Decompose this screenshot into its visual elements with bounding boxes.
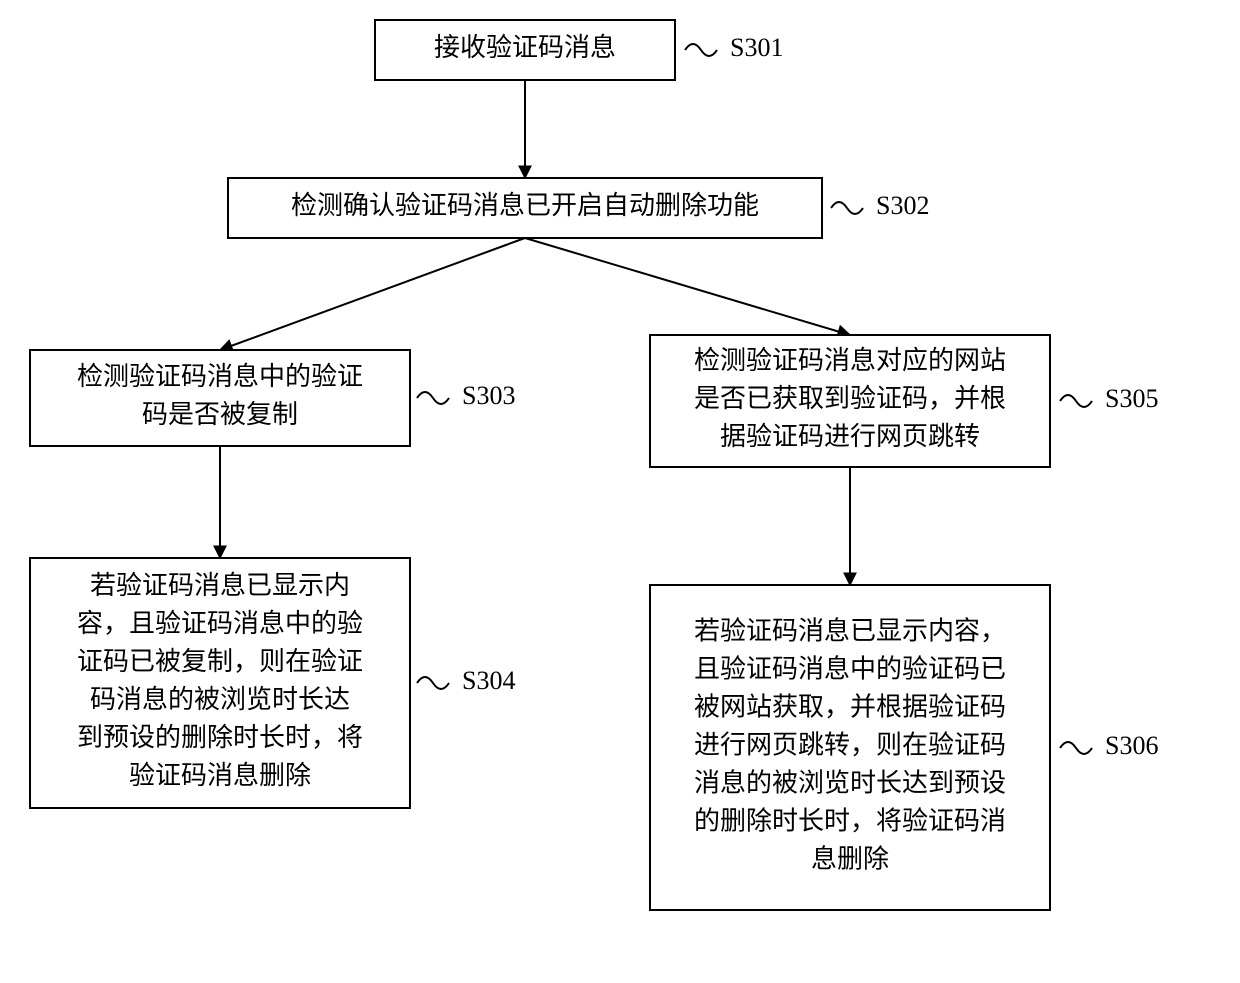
flowchart-node: 检测验证码消息对应的网站是否已获取到验证码，并根据验证码进行网页跳转 (650, 335, 1050, 467)
step-label: S305 (1105, 384, 1158, 413)
flowchart-node: 若验证码消息已显示内容，且验证码消息中的验证码已被复制，则在验证码消息的被浏览时… (30, 558, 410, 808)
node-text-line: 据验证码进行网页跳转 (720, 422, 980, 451)
step-label: S303 (462, 381, 515, 410)
node-text-line: 到预设的删除时长时，将 (77, 723, 363, 752)
node-text-line: 进行网页跳转，则在验证码 (694, 730, 1006, 759)
node-text-line: 消息的被浏览时长达到预设 (694, 768, 1006, 797)
node-text-line: 接收验证码消息 (434, 33, 616, 62)
flowchart-node: 接收验证码消息 (375, 20, 675, 80)
node-text-line: 被网站获取，并根据验证码 (694, 692, 1006, 721)
label-connector (685, 44, 717, 56)
node-text-line: 码消息的被浏览时长达 (90, 685, 350, 714)
flowchart-node: 检测确认验证码消息已开启自动删除功能 (228, 178, 822, 238)
label-connector (417, 677, 449, 689)
node-text-line: 是否已获取到验证码，并根 (694, 384, 1006, 413)
label-connector (1060, 742, 1092, 754)
node-text-line: 容，且验证码消息中的验 (77, 609, 363, 638)
node-text-line: 检测确认验证码消息已开启自动删除功能 (291, 191, 759, 220)
flowchart-edge (220, 238, 525, 350)
node-text-line: 且验证码消息中的验证码已 (694, 654, 1006, 683)
node-text-line: 验证码消息删除 (129, 761, 311, 790)
step-label: S301 (730, 33, 783, 62)
node-text-line: 码是否被复制 (142, 400, 298, 429)
node-text-line: 证码已被复制，则在验证 (77, 647, 363, 676)
step-label: S304 (462, 666, 515, 695)
flowchart-node: 检测验证码消息中的验证码是否被复制 (30, 350, 410, 446)
flowchart-node: 若验证码消息已显示内容， 且验证码消息中的验证码已被网站获取，并根据验证码进行网页… (650, 585, 1050, 910)
node-text-line: 的删除时长时，将验证码消 (694, 806, 1006, 835)
node-text-line: 息删除 (811, 844, 889, 873)
label-connector (1060, 395, 1092, 407)
node-text-line: 检测验证码消息中的验证 (77, 362, 363, 391)
node-text-line: 检测验证码消息对应的网站 (694, 346, 1006, 375)
flowchart-edge (525, 238, 850, 335)
label-connector (417, 392, 449, 404)
node-text-line: 若验证码消息已显示内 (90, 571, 350, 600)
step-label: S302 (876, 191, 929, 220)
step-label: S306 (1105, 731, 1158, 760)
label-connector (831, 202, 863, 214)
node-text-line: 若验证码消息已显示内容， (694, 616, 1006, 645)
